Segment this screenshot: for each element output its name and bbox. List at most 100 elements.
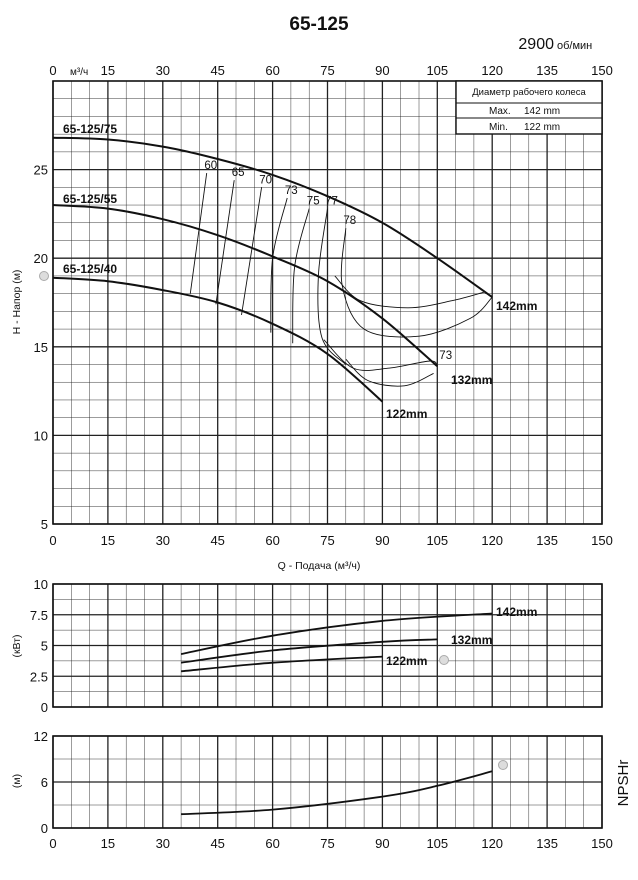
x-tick-label: 0 (49, 836, 56, 851)
speed-unit: об/мин (557, 40, 592, 52)
efficiency-label: 75 (307, 196, 320, 208)
x-tick-label-top: 120 (481, 63, 503, 78)
efficiency-curve (292, 208, 310, 344)
y-axis-label: (кВт) (11, 634, 23, 657)
diameter-min-label: Min. (489, 122, 508, 133)
diameter-box-header: Диаметр рабочего колеса (472, 87, 586, 98)
plot-frame (52, 583, 603, 708)
y-tick-label: 0 (41, 821, 48, 836)
y-tick-label: 0 (41, 700, 48, 715)
efficiency-curve (334, 275, 486, 309)
efficiency-curve (241, 187, 263, 315)
x-tick-label: 150 (591, 533, 613, 548)
y-tick-label: 20 (34, 251, 48, 266)
npshr-side-label: NPSHr (615, 760, 632, 807)
y-tick-label: 6 (41, 775, 48, 790)
x-tick-label-top: 150 (591, 63, 613, 78)
curve-model-label: 65-125/55 (63, 192, 117, 206)
impeller-diameter-box: Диаметр рабочего колеса Max. 142 mm Min.… (455, 80, 603, 135)
x-tick-label: 105 (426, 533, 448, 548)
x-tick-label: 120 (481, 533, 503, 548)
head-curve (52, 136, 493, 299)
x-tick-label: 75 (320, 533, 334, 548)
y-tick-label: 15 (34, 340, 48, 355)
x-tick-label: 150 (591, 836, 613, 851)
marker-dot (39, 271, 49, 281)
x-tick-label-top: 90 (375, 63, 389, 78)
diameter-box-frame (455, 80, 603, 135)
power-chart-panel: 0 2.5 5 7.5 10 (кВт) 142mm 132mm 122mm (11, 577, 603, 715)
x-tick-label: 120 (481, 836, 503, 851)
power-curve (180, 612, 493, 655)
head-curve (52, 276, 384, 403)
power-curve (180, 638, 438, 664)
x-tick-label: 45 (210, 533, 224, 548)
efficiency-curve (345, 358, 434, 387)
head-curve (52, 204, 438, 368)
x-tick-label: 30 (156, 836, 170, 851)
efficiency-curve (189, 173, 208, 294)
x-tick-label-top: 15 (101, 63, 115, 78)
diameter-max-label: Max. (489, 106, 511, 117)
x-tick-label: 60 (265, 533, 279, 548)
x-tick-label: 0 (49, 533, 56, 548)
x-tick-label-top: 75 (320, 63, 334, 78)
x-tick-label: 15 (101, 533, 115, 548)
power-curve (181, 655, 383, 673)
x-tick-label: 60 (265, 836, 279, 851)
curve-diameter-label: 142mm (496, 299, 537, 313)
plot-frame (52, 735, 603, 829)
efficiency-curve (323, 339, 438, 371)
chart-title: 65-125 (289, 14, 349, 35)
npsh-curve (181, 770, 493, 816)
efficiency-label: 73 (439, 350, 452, 362)
x-tick-label: 105 (426, 836, 448, 851)
efficiency-label: 65 (232, 167, 245, 179)
efficiency-curve (270, 197, 288, 333)
y-axis-label: (м) (11, 774, 23, 788)
efficiency-curve (317, 208, 347, 365)
x-tick-label: 15 (101, 836, 115, 851)
x-tick-label: 45 (210, 836, 224, 851)
x-tick-label-top: 135 (536, 63, 558, 78)
x-axis-label: Q - Подача (м³/ч) (278, 560, 361, 572)
plot-frame (52, 80, 603, 525)
efficiency-label: 70 (259, 174, 272, 186)
y-tick-label: 25 (34, 163, 48, 178)
curve-diameter-label: 132mm (451, 373, 492, 387)
x-tick-label: 135 (536, 836, 558, 851)
x-tick-label-top: 0 (49, 63, 56, 78)
y-tick-label: 12 (34, 729, 48, 744)
diameter-min-value: 122 mm (524, 122, 560, 133)
x-tick-label-top: 45 (210, 63, 224, 78)
curve-diameter-label: 122mm (386, 407, 427, 421)
x-tick-label: 90 (375, 533, 389, 548)
efficiency-curve (215, 180, 235, 305)
y-tick-label: 10 (34, 428, 48, 443)
y-tick-label: 2.5 (30, 669, 48, 684)
x-tick-label: 135 (536, 533, 558, 548)
y-tick-label: 5 (41, 517, 48, 532)
marker-dot (439, 655, 449, 665)
curve-diameter-label: 142mm (496, 605, 537, 619)
x-tick-label-top: 60 (265, 63, 279, 78)
x-tick-label-top: 30 (156, 63, 170, 78)
x-tick-label-top: 105 (426, 63, 448, 78)
diameter-max-value: 142 mm (524, 106, 560, 117)
efficiency-label: 60 (204, 160, 217, 172)
speed-value: 2900 (518, 36, 554, 53)
x-tick-label: 90 (375, 836, 389, 851)
x-tick-label: 75 (320, 836, 334, 851)
efficiency-label: 78 (343, 215, 356, 227)
y-axis-label: H - Напор (м) (11, 270, 23, 335)
curve-model-label: 65-125/40 (63, 262, 117, 276)
efficiency-curve (340, 228, 493, 338)
top-axis-unit: м³/ч (70, 67, 88, 78)
y-tick-label: 7.5 (30, 608, 48, 623)
curve-diameter-label: 132mm (451, 633, 492, 647)
curve-model-label: 65-125/75 (63, 122, 117, 136)
curve-diameter-label: 122mm (386, 654, 427, 668)
